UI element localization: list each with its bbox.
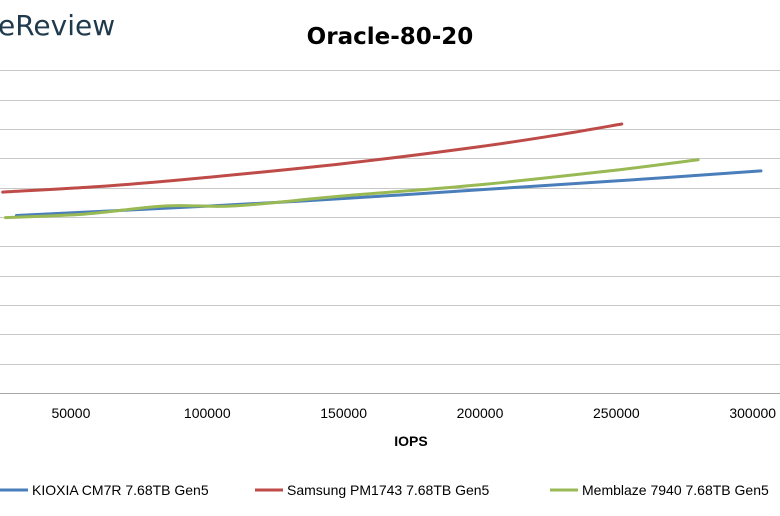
- series-line-3: [4, 158, 700, 220]
- x-tick-label: 100000: [184, 405, 231, 421]
- x-axis-title: IOPS: [394, 433, 427, 449]
- x-tick-label: 50000: [51, 405, 90, 421]
- legend: KIOXIA CM7R 7.68TB Gen5 Samsung PM1743 7.…: [0, 482, 769, 498]
- x-tick-label: 300000: [729, 405, 776, 421]
- legend-label-3: Memblaze 7940 7.68TB Gen5: [582, 482, 769, 498]
- x-tick-labels: 50000 100000 150000 200000 250000 300000: [51, 405, 776, 421]
- series-line-1: [14, 169, 763, 217]
- brand-logo-text: eReview: [0, 9, 115, 42]
- series-line-2: [1, 122, 624, 194]
- gridlines: [0, 70, 780, 394]
- legend-label-2: Samsung PM1743 7.68TB Gen5: [287, 482, 490, 498]
- x-tick-label: 250000: [593, 405, 640, 421]
- series-layer: [1, 122, 763, 220]
- x-tick-label: 200000: [457, 405, 504, 421]
- x-tick-label: 150000: [320, 405, 367, 421]
- chart-title: Oracle-80-20: [307, 24, 474, 50]
- legend-label-1: KIOXIA CM7R 7.68TB Gen5: [32, 482, 209, 498]
